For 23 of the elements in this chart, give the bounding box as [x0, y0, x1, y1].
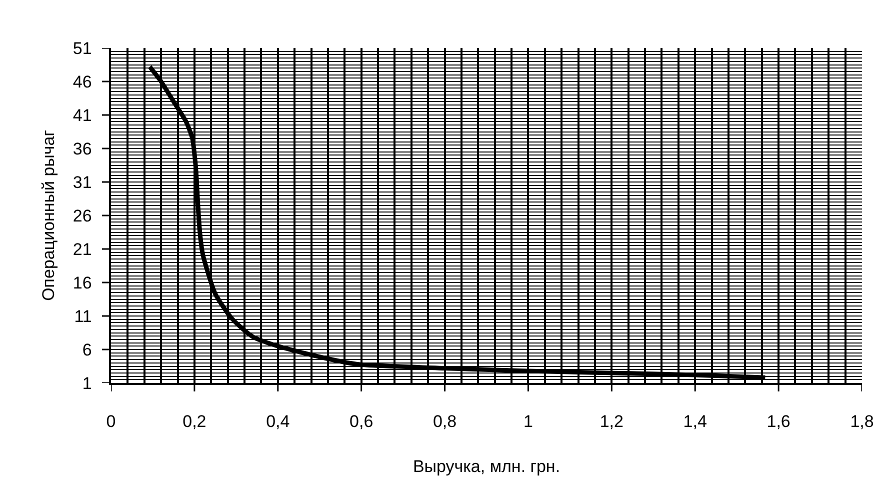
x-tick-label: 1,2: [600, 412, 624, 432]
x-tick-label: 1,4: [683, 412, 707, 432]
y-tick-label: 21: [72, 240, 92, 259]
x-tick-label: 0,4: [266, 412, 290, 432]
x-axis-title: Выручка, млн. грн.: [412, 457, 560, 476]
x-tick-label: 0,8: [432, 412, 457, 432]
x-tick-label: 1,8: [850, 412, 874, 432]
x-tick-label: 1: [523, 412, 533, 432]
y-tick-label: 11: [74, 306, 92, 326]
x-tick-label: 1,6: [766, 412, 790, 432]
y-tick-label: 6: [82, 340, 92, 360]
y-tick-label: 26: [72, 206, 92, 226]
y-tick-label: 36: [72, 139, 92, 158]
y-axis-title: Операционный рычаг: [38, 130, 58, 301]
x-tick-label: 0,6: [350, 412, 374, 432]
y-tick-label: 16: [72, 273, 92, 292]
y-tick-label: 31: [72, 172, 92, 192]
x-tick-label: 0: [106, 412, 116, 432]
y-tick-label: 41: [72, 106, 92, 125]
y-tick-label: 51: [72, 38, 92, 58]
x-tick-label: 0,2: [182, 412, 206, 432]
y-tick-label: 46: [72, 72, 92, 92]
y-tick-label: 1: [82, 374, 92, 393]
